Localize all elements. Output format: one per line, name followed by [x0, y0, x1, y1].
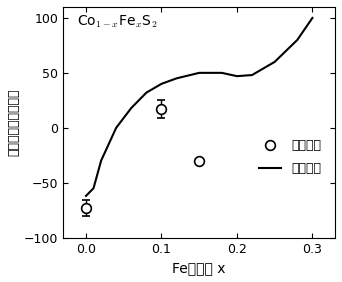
Text: Co$_{1-x}$Fe$_x$S$_2$: Co$_{1-x}$Fe$_x$S$_2$ [77, 14, 157, 30]
Y-axis label: スピン分极率（％）: スピン分极率（％） [7, 89, 20, 156]
X-axis label: Feの濃度 x: Feの濃度 x [172, 261, 226, 275]
Legend: 実験結果, 理論計算: 実験結果, 理論計算 [253, 134, 326, 180]
